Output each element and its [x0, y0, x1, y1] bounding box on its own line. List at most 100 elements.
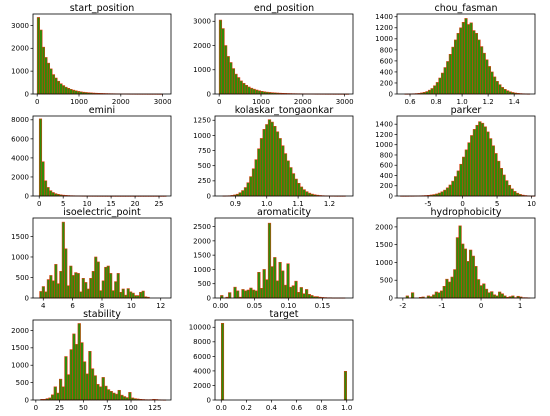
- x-tick-label: 10: [83, 200, 92, 208]
- x-tick-label: 25: [55, 404, 64, 412]
- histogram-bar: [49, 275, 53, 299]
- histogram-bar: [480, 46, 484, 95]
- histogram-bar: [506, 90, 510, 95]
- x-tick-label: 5: [61, 200, 65, 208]
- histogram-bars: [405, 225, 531, 299]
- histogram-bar: [228, 292, 232, 299]
- histogram-bar: [500, 293, 504, 299]
- histogram-bar: [234, 73, 238, 95]
- x-tick-label: 3000: [154, 98, 172, 106]
- histogram-bar: [69, 89, 73, 95]
- panel-title: hydrophobicity: [431, 207, 502, 218]
- histogram-bar: [502, 174, 506, 197]
- axes-frame: [214, 115, 354, 197]
- histogram-bar: [281, 145, 285, 197]
- x-tick-label: 0: [34, 404, 38, 412]
- histogram-bar: [252, 88, 256, 95]
- histogram-bar: [59, 271, 63, 299]
- histogram-bar: [58, 378, 63, 401]
- histogram-bar: [283, 153, 288, 197]
- histogram-bar: [120, 394, 124, 401]
- histogram-bar: [122, 396, 127, 401]
- histogram-bar: [56, 283, 60, 299]
- x-tick-label: 20: [131, 200, 140, 208]
- x-tick-label: 0.2: [241, 404, 252, 412]
- histogram-bar: [343, 370, 348, 401]
- histogram-bar: [275, 131, 280, 197]
- histogram-bar: [81, 278, 85, 299]
- histogram-bar: [294, 280, 298, 299]
- histogram-bar: [128, 392, 132, 401]
- histogram-bar: [500, 87, 505, 95]
- histogram-bar: [246, 289, 250, 299]
- histogram-bar: [101, 377, 105, 401]
- histogram-bar: [498, 291, 502, 299]
- histogram-bar: [247, 86, 251, 95]
- axes-frame: [214, 319, 354, 401]
- histogram-bar: [39, 29, 43, 95]
- histogram-bars: [40, 323, 167, 401]
- histogram-bar: [241, 190, 245, 197]
- x-tick-label: -2: [399, 302, 406, 310]
- histogram-bar: [131, 292, 135, 299]
- histogram-bar: [251, 168, 256, 197]
- histogram-bar: [218, 19, 223, 95]
- y-tick-label: 400: [380, 68, 393, 76]
- y-tick-label: 10000: [189, 324, 211, 332]
- histogram-bar: [491, 145, 495, 197]
- histogram-bar: [483, 126, 487, 197]
- axes-frame: [214, 217, 354, 299]
- histogram-bar: [486, 131, 490, 197]
- histogram-bar: [307, 294, 311, 299]
- histogram-bar: [476, 279, 481, 299]
- histogram-bar: [44, 291, 48, 299]
- histogram-bar: [467, 24, 471, 95]
- histogram-bar: [249, 287, 253, 299]
- histogram-bar: [289, 167, 293, 197]
- y-tick-label: 500: [16, 274, 29, 282]
- y-tick-label: 0: [25, 90, 29, 98]
- histogram-bar: [299, 287, 303, 299]
- histogram-bar: [435, 82, 439, 95]
- histogram-bar: [445, 278, 449, 299]
- histogram-bar: [515, 192, 520, 197]
- histogram-bar: [490, 71, 494, 95]
- y-tick-label: 2000: [11, 45, 29, 53]
- x-tick-label: 4: [41, 302, 46, 310]
- histogram-bar: [64, 248, 68, 299]
- histogram-bar: [114, 393, 119, 401]
- histogram-bar: [61, 85, 66, 95]
- histogram-bar: [117, 389, 121, 401]
- histogram-bar: [141, 290, 145, 299]
- x-tick-label: 0: [35, 98, 39, 106]
- histogram-bar: [56, 392, 60, 401]
- histogram-bar: [72, 89, 76, 95]
- histogram-bar: [487, 292, 491, 299]
- histogram-bar: [111, 290, 115, 299]
- histogram-bar: [495, 81, 499, 95]
- panel-title: stability: [83, 309, 121, 320]
- histogram-bar: [430, 88, 434, 95]
- x-tick-label: 12: [156, 302, 165, 310]
- histogram-bar: [450, 276, 454, 299]
- histogram-bar: [66, 285, 70, 299]
- axes-frame: [32, 13, 172, 95]
- histogram-bar: [447, 281, 452, 299]
- histogram-bar: [434, 291, 438, 299]
- histogram-bar: [86, 288, 90, 299]
- x-tick-label: 0: [479, 302, 483, 310]
- y-tick-label: 1500: [193, 252, 211, 260]
- y-tick-label: 1000: [11, 68, 29, 76]
- x-tick-label: 8: [100, 302, 104, 310]
- x-tick-label: 1000: [252, 98, 270, 106]
- y-tick-label: 0: [207, 396, 211, 404]
- x-tick-label: 0: [217, 98, 221, 106]
- histogram-bar: [291, 173, 296, 197]
- x-tick-label: 125: [148, 404, 161, 412]
- histogram-bar: [291, 285, 295, 299]
- histogram-bars: [220, 222, 346, 299]
- histogram-bar: [257, 272, 261, 299]
- histogram-bar: [278, 262, 282, 299]
- histogram-bar: [72, 333, 76, 401]
- histogram-bar: [490, 291, 494, 299]
